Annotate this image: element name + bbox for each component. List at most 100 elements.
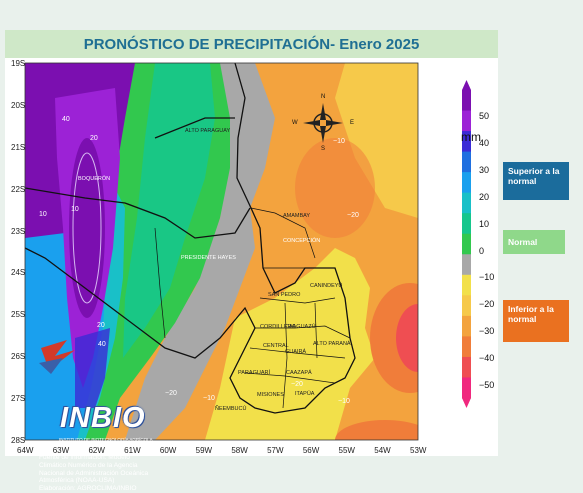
map-frame	[24, 62, 419, 441]
credit-line: Elaboración: AGROCLIMA/INBIO	[39, 485, 137, 493]
anomaly-region-blue	[75, 328, 110, 408]
dept-border-6	[249, 347, 346, 359]
contour-value-label: 20	[97, 322, 105, 329]
colorbar-tick: 20	[479, 191, 490, 202]
credit-line: Atmosférica (NOAA-USA)	[39, 477, 115, 485]
longitude-label: 58W	[231, 446, 248, 455]
compass-e: E	[350, 120, 355, 126]
credit-line: Fuente de información: Modelo	[39, 454, 130, 461]
anomaly-region-yellow	[205, 248, 375, 440]
colorbar-swatch	[462, 295, 471, 317]
contour-value-label: −10	[203, 395, 215, 402]
colorbar-swatch	[462, 90, 471, 112]
colorbar-swatch	[462, 131, 471, 153]
latitude-label: 20S	[11, 100, 26, 110]
contour-value-label: −10	[338, 398, 350, 405]
colorbar-swatch	[462, 336, 471, 358]
dept-border-2	[250, 207, 316, 259]
latitude-label: 23S	[11, 226, 26, 236]
chaco-northern-border	[25, 187, 251, 239]
longitude-label: 59W	[195, 446, 213, 455]
colorbar-tick: −10	[479, 272, 495, 283]
department-label: CANINDEYÚ	[310, 283, 343, 289]
colorbar-tick: 0	[479, 245, 485, 256]
category-normal: Normal	[503, 230, 565, 254]
department-label: GUAIRÁ	[285, 349, 307, 355]
compass-n: N	[321, 94, 326, 100]
longitude-label: 63W	[52, 446, 70, 455]
department-label: BOQUERÓN	[78, 176, 111, 182]
colorbar-swatch	[462, 213, 471, 235]
colorbar-swatch	[462, 377, 471, 399]
colorbar	[462, 80, 471, 408]
contour-value-label: −20	[165, 390, 177, 397]
compass-rose-icon	[303, 103, 343, 143]
inbio-logo-tagline: INSTITUTO DE BIOTECNOLOGÍA AGRÍCOLA	[59, 437, 153, 442]
department-label: SAN PEDRO	[268, 292, 301, 298]
colorbar-swatch	[462, 233, 471, 255]
paraguay-border	[25, 63, 356, 414]
anomaly-region-teal	[123, 63, 215, 358]
department-label: CAAZAPÁ	[286, 370, 312, 376]
longitude-label: 60W	[159, 446, 177, 455]
colorbar-swatch	[462, 151, 471, 173]
colorbar-swatch	[462, 274, 471, 296]
latitude-label: 26S	[11, 352, 26, 362]
anomaly-region-south-orange	[335, 420, 418, 440]
department-label: PARAGUARÍ	[238, 370, 270, 376]
colorbar-bottom-arrow	[462, 398, 471, 408]
colorbar-tick: 10	[479, 218, 490, 229]
credit-line: Nacional de Administración Oceánica	[39, 469, 149, 477]
anomaly-core	[69, 138, 105, 318]
colorbar-tick: −20	[479, 299, 495, 310]
colorbar-swatch	[462, 192, 471, 214]
dept-border-7	[244, 372, 336, 384]
compass-w: W	[292, 120, 298, 126]
contour-value-label: −20	[347, 212, 359, 219]
longitude-label: 62W	[88, 446, 105, 455]
precipitation-map	[24, 62, 471, 441]
colorbar-swatch	[462, 315, 471, 337]
contour-value-label: −10	[333, 138, 345, 145]
category-above-normal-label: Superior a la normal	[508, 166, 560, 186]
anomaly-region-north-orange	[295, 138, 375, 238]
category-below-normal-label: Inferior a la normal	[508, 304, 554, 324]
longitude-label: 57W	[267, 446, 284, 455]
department-label: MISIONES	[257, 392, 284, 398]
contour-20	[72, 152, 102, 304]
colorbar-swatch	[462, 110, 471, 132]
department-label: ÑEEMBUCÚ	[215, 406, 247, 412]
longitude-label: 61W	[124, 446, 141, 455]
colorbar-swatch	[462, 172, 471, 194]
contour-value-label: −20	[291, 381, 303, 388]
longitude-label: 54W	[374, 446, 391, 455]
department-label: PRESIDENTE HAYES	[181, 255, 236, 261]
colorbar-tick: 50	[479, 111, 490, 121]
department-label: AMAMBAY	[283, 213, 311, 219]
category-above-normal: Superior a la normal	[503, 162, 569, 200]
colorbar-swatch	[462, 254, 471, 276]
department-label: CORDILLERA	[260, 324, 296, 330]
anomaly-region-red	[396, 304, 418, 372]
map-title: PRONÓSTICO DE PRECIPITACIÓN- Enero 2025	[83, 35, 420, 53]
department-label: ALTO PARANÁ	[313, 341, 351, 347]
colorbar-tick: −40	[479, 353, 495, 364]
map-panel: 19S 20S 21S 22S 23S 24S 25S 26S 27S 28S 64W 63W 62W…	[5, 58, 498, 492]
colorbar-top-arrow	[462, 80, 471, 90]
colorbar-swatch	[462, 356, 471, 378]
contour-value-label: 20	[90, 135, 98, 142]
dept-border-4	[259, 297, 336, 304]
compass-s: S	[321, 146, 326, 152]
dept-border-5	[255, 325, 351, 339]
title-bar: PRONÓSTICO DE PRECIPITACIÓN- Enero 2025	[5, 30, 498, 58]
contour-value-label: 40	[98, 341, 106, 348]
department-label: CENTRAL	[263, 343, 289, 349]
anomaly-region-light-orange	[335, 63, 418, 218]
category-normal-label: Normal	[508, 237, 538, 247]
department-label: ALTO PARAGUAY	[185, 128, 231, 134]
dept-border-1	[154, 227, 166, 339]
latitude-label: 22S	[11, 184, 26, 194]
department-label: CONCEPCIÓN	[283, 238, 321, 244]
contour-value-label: 40	[62, 116, 70, 123]
department-label: CAAGUAZÚ	[285, 324, 316, 330]
